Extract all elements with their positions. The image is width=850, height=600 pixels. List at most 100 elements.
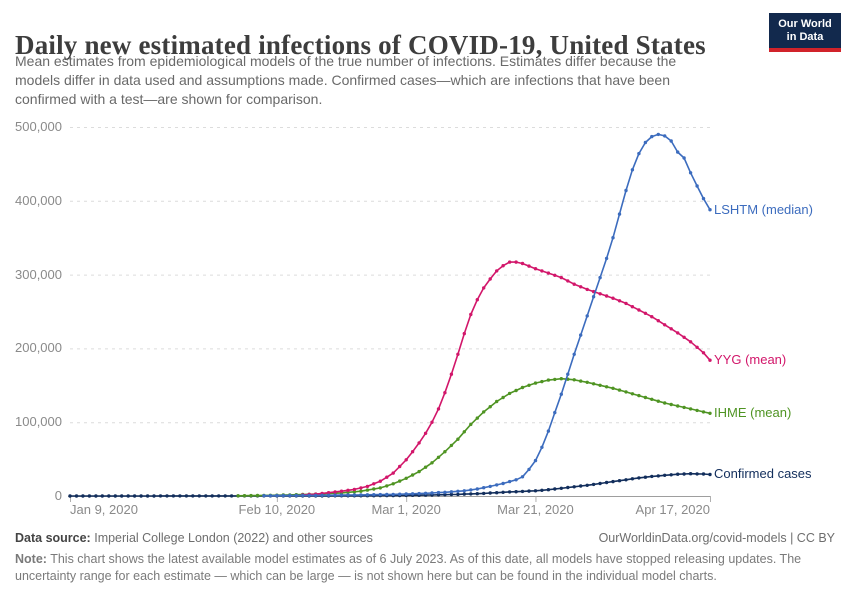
data-point [598,481,602,486]
data-point [559,377,563,381]
data-point [540,379,544,384]
data-point [630,477,635,481]
data-point [514,490,518,494]
data-point [553,410,557,415]
subtitle-line: models differ in data used and assumptio… [15,72,670,88]
data-point [145,494,150,498]
data-point [527,467,531,472]
data-source-text: Imperial College London (2022) and other… [94,531,373,545]
data-point [553,377,557,382]
y-tick-label: 100,000 [15,414,62,430]
data-point [423,431,428,435]
data-point [617,299,622,303]
data-point [346,488,350,492]
data-point [417,469,421,474]
attribution-link[interactable]: OurWorldinData.org/covid-models | CC BY [598,531,835,545]
data-point [449,372,454,376]
data-point [482,410,486,414]
data-point [488,277,492,281]
data-point [527,264,531,268]
data-point [456,352,460,356]
chart-note: Note: This chart shows the latest availa… [15,551,843,585]
data-point [533,489,538,493]
data-point [507,260,512,264]
series-label-yyg-mean[interactable]: YYG (mean) [714,352,787,368]
x-tick-label: Mar 1, 2020 [371,502,441,517]
data-point [417,491,421,496]
owid-logo[interactable]: Our World in Data [769,13,841,52]
data-point [423,465,428,469]
data-point [100,494,105,498]
data-point [410,473,415,477]
data-point [165,494,169,498]
data-point [268,494,273,498]
series-label-ihme-mean[interactable]: IHME (mean) [714,405,792,421]
series-label-lshtm-median[interactable]: LSHTM (median) [714,201,813,217]
data-point [391,471,395,475]
data-point [443,493,447,497]
subtitle-line: Mean estimates from epidemiological mode… [15,53,677,69]
data-point [527,489,531,493]
data-point [514,478,518,482]
data-point [701,472,706,476]
data-point [546,271,551,275]
data-point [475,492,479,496]
data-point [579,484,583,488]
data-point [372,482,376,486]
data-point [682,472,686,476]
data-point [74,494,79,498]
data-point [462,489,466,493]
data-point [701,351,706,355]
data-point [359,493,363,497]
data-point [410,450,415,454]
data-point [482,286,486,290]
data-point [676,331,680,335]
data-point [307,493,311,498]
data-point [81,494,85,498]
data-point [611,236,615,240]
data-point [320,493,324,497]
data-point [404,458,408,462]
data-point [158,494,163,498]
data-point [540,269,544,273]
data-source-label: Data source: [15,531,91,545]
data-point [669,139,673,143]
data-point [591,482,596,487]
data-point [559,392,563,396]
data-point [191,494,195,498]
data-point [107,494,111,498]
data-point [611,386,615,390]
data-point [488,491,492,495]
data-point [611,479,615,484]
data-point [456,437,460,441]
data-point [249,493,253,498]
data-point [520,385,525,390]
data-point [604,294,609,298]
data-point [585,287,589,292]
data-point [132,494,137,498]
data-point [359,486,363,490]
data-point [676,404,680,408]
y-tick-label: 500,000 [15,119,62,134]
note-label: Note: [15,552,47,566]
data-point [333,493,337,497]
data-point [585,483,589,487]
data-point [443,391,447,395]
data-point [553,273,557,277]
series-label-confirmed-cases[interactable]: Confirmed cases [714,466,812,482]
data-point [469,488,473,492]
data-point [436,455,441,459]
data-point [488,484,492,489]
data-point [352,487,357,492]
data-point [339,489,344,493]
data-point [275,493,279,498]
data-point [643,395,648,400]
data-point [533,458,538,463]
y-tick-label: 200,000 [15,340,62,356]
data-point [656,319,660,323]
data-point [669,473,673,477]
data-point [682,335,686,339]
data-point [352,490,357,494]
data-point [462,492,466,496]
chart-subtitle: Mean estimates from epidemiological mode… [15,52,676,109]
